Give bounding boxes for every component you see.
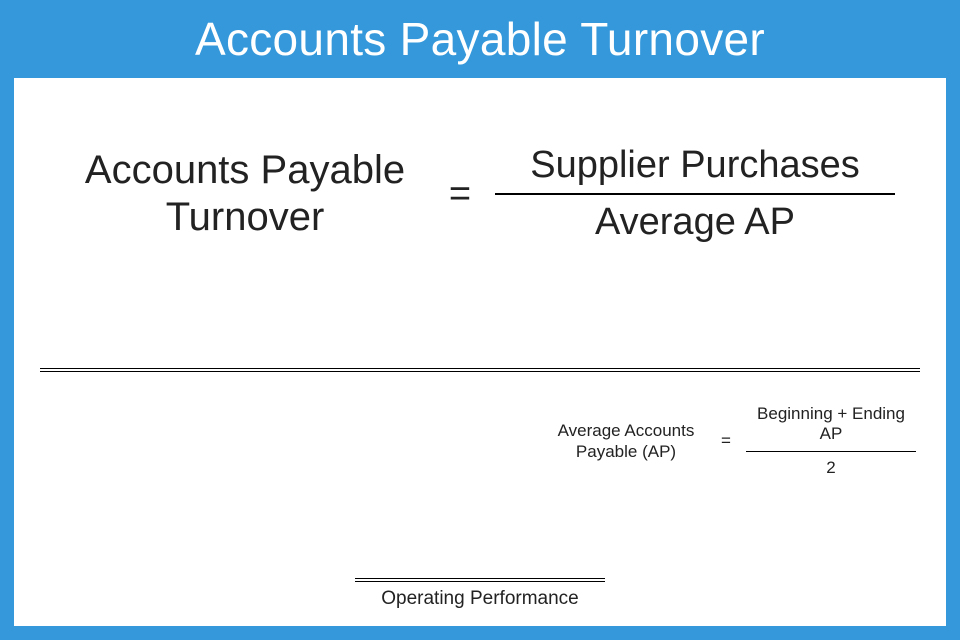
sub-numerator: Beginning + Ending AP — [757, 404, 905, 451]
main-formula: Accounts Payable Turnover = Supplier Pur… — [14, 138, 946, 250]
main-formula-lhs: Accounts Payable Turnover — [65, 147, 425, 241]
footer-divider — [355, 578, 605, 582]
slide-frame: Accounts Payable Turnover Accounts Payab… — [0, 0, 960, 640]
sub-lhs-line1: Average Accounts — [558, 421, 695, 440]
sub-lhs-line2: Payable (AP) — [576, 442, 676, 461]
sub-num-line2: AP — [820, 424, 843, 443]
section-divider — [40, 368, 920, 372]
title-bar: Accounts Payable Turnover — [0, 0, 960, 78]
footer-label: Operating Performance — [381, 588, 579, 610]
slide-title: Accounts Payable Turnover — [195, 12, 765, 66]
main-fraction: Supplier Purchases Average AP — [495, 138, 895, 250]
main-lhs-line2: Turnover — [166, 195, 325, 239]
sub-formula-lhs: Average Accounts Payable (AP) — [546, 420, 706, 463]
sub-denominator: 2 — [826, 452, 835, 478]
footer-category: Operating Performance — [355, 578, 605, 610]
content-wrap: Accounts Payable Turnover = Supplier Pur… — [0, 78, 960, 640]
sub-num-line1: Beginning + Ending — [757, 404, 905, 423]
content-panel: Accounts Payable Turnover = Supplier Pur… — [14, 78, 946, 626]
sub-fraction: Beginning + Ending AP 2 — [746, 404, 916, 478]
sub-equals: = — [706, 431, 746, 451]
main-equals: = — [425, 173, 495, 216]
main-denominator: Average AP — [595, 195, 795, 250]
sub-formula: Average Accounts Payable (AP) = Beginnin… — [546, 404, 916, 478]
main-lhs-line1: Accounts Payable — [85, 148, 405, 192]
main-numerator: Supplier Purchases — [530, 138, 860, 193]
